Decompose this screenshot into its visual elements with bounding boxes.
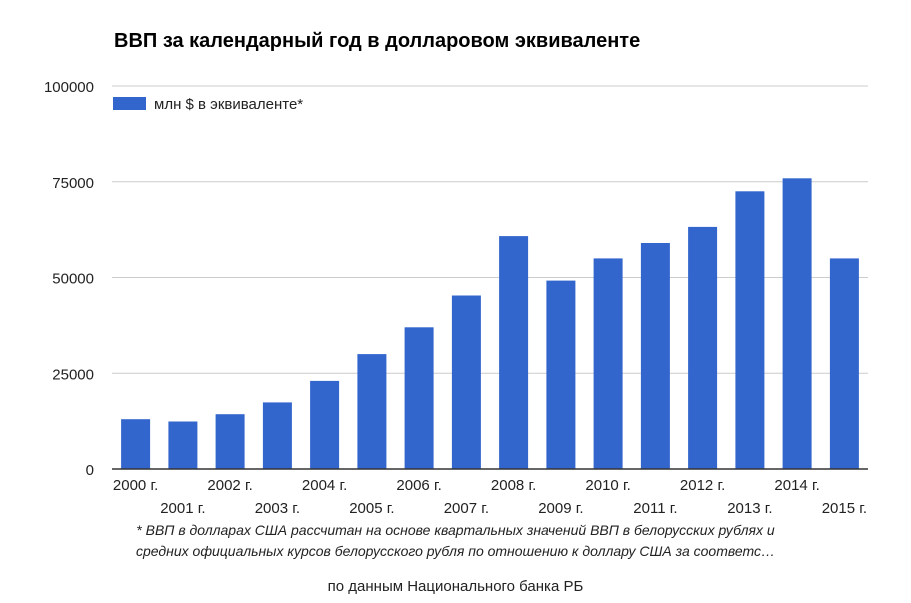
y-tick-label: 100000: [44, 79, 94, 96]
bar: [688, 226, 718, 469]
bar: [640, 243, 670, 469]
x-tick-label: 2004 г.: [302, 477, 347, 494]
chart-footnote: * ВВП в долларах США рассчитан на основе…: [0, 520, 911, 562]
x-tick-label: 2006 г.: [396, 477, 441, 494]
y-tick-label: 75000: [52, 175, 94, 192]
y-tick-label: 50000: [52, 271, 94, 288]
x-tick-label: 2007 г.: [444, 500, 489, 517]
bar: [829, 258, 859, 469]
bar: [357, 354, 387, 469]
bar: [215, 414, 245, 469]
x-tick-label: 2001 г.: [160, 500, 205, 517]
footnote-line-1: * ВВП в долларах США рассчитан на основе…: [136, 522, 775, 538]
x-tick-label: 2003 г.: [255, 500, 300, 517]
bar: [121, 419, 151, 469]
bar: [735, 191, 765, 470]
bar-chart: 0 25000 50000 75000 100000 2000 г.2001 г.2002…: [44, 79, 868, 517]
bar: [782, 178, 812, 470]
bar: [310, 380, 340, 469]
x-tick-label: 2015 г.: [822, 500, 867, 517]
x-tick-label: 2002 г.: [207, 477, 252, 494]
bar: [593, 258, 623, 469]
x-tick-label: 2000 г.: [113, 477, 158, 494]
x-tick-label: 2008 г.: [491, 477, 536, 494]
y-tick-label: 0: [86, 462, 94, 479]
bar: [404, 327, 434, 469]
bar: [262, 402, 292, 469]
x-tick-label: 2010 г.: [585, 477, 630, 494]
bar: [168, 421, 198, 469]
bar: [546, 280, 576, 469]
chart-title: ВВП за календарный год в долларовом экви…: [114, 30, 641, 52]
data-source: по данным Национального банка РБ: [327, 578, 584, 595]
x-tick-label: 2011 г.: [633, 500, 677, 517]
bar: [499, 236, 529, 469]
x-tick-label: 2014 г.: [774, 477, 819, 494]
x-tick-label: 2012 г.: [680, 477, 725, 494]
footnote-line-2: средних официальных курсов белорусского …: [136, 543, 775, 559]
x-tick-label: 2005 г.: [349, 500, 394, 517]
y-tick-label: 25000: [52, 366, 94, 383]
bar: [451, 295, 481, 469]
x-tick-label: 2009 г.: [538, 500, 583, 517]
legend-label: млн $ в эквиваленте*: [154, 96, 303, 113]
legend-swatch: [113, 97, 146, 110]
x-tick-label: 2013 г.: [727, 500, 772, 517]
